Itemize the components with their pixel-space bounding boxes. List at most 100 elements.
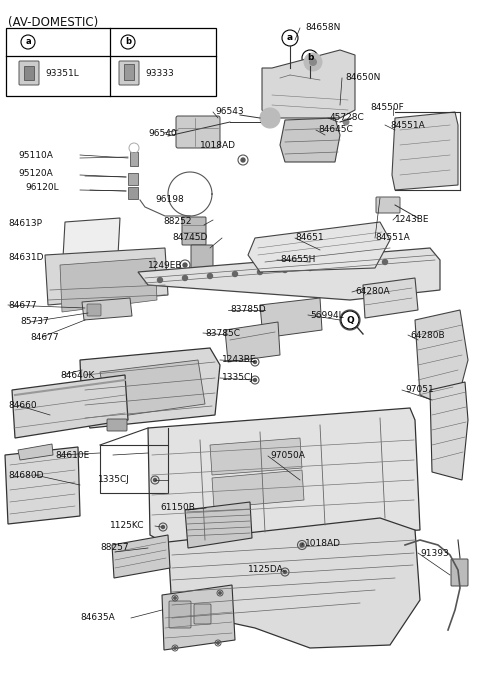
Text: 96120L: 96120L	[25, 184, 59, 192]
Text: 88257: 88257	[100, 544, 129, 552]
Text: 84635A: 84635A	[80, 614, 115, 623]
Text: 96540: 96540	[148, 129, 177, 138]
Text: 84631D: 84631D	[8, 252, 44, 261]
Polygon shape	[18, 444, 53, 460]
Text: 84613P: 84613P	[8, 219, 42, 229]
Circle shape	[383, 259, 387, 264]
Text: 1125DA: 1125DA	[248, 565, 284, 575]
Polygon shape	[392, 112, 458, 190]
Polygon shape	[12, 375, 128, 438]
Polygon shape	[60, 258, 157, 312]
FancyBboxPatch shape	[24, 66, 34, 80]
Text: 56994L: 56994L	[310, 310, 344, 319]
Polygon shape	[212, 470, 304, 508]
Polygon shape	[112, 535, 170, 578]
Text: 64280B: 64280B	[410, 331, 444, 340]
Circle shape	[154, 479, 156, 482]
Text: 97050A: 97050A	[270, 452, 305, 461]
Circle shape	[309, 58, 317, 66]
Text: 1018AD: 1018AD	[305, 538, 341, 547]
FancyBboxPatch shape	[376, 197, 400, 213]
Polygon shape	[63, 218, 120, 258]
Text: a: a	[25, 38, 31, 47]
Circle shape	[260, 108, 280, 128]
Polygon shape	[415, 310, 468, 410]
Circle shape	[343, 119, 349, 126]
Circle shape	[241, 158, 245, 162]
Text: b: b	[307, 54, 313, 62]
Text: 84655H: 84655H	[280, 256, 315, 264]
Polygon shape	[210, 438, 302, 475]
Polygon shape	[162, 585, 235, 650]
Circle shape	[217, 642, 219, 644]
Text: 84680D: 84680D	[8, 470, 44, 480]
Circle shape	[333, 264, 337, 268]
Circle shape	[157, 278, 163, 282]
Polygon shape	[82, 298, 132, 320]
Circle shape	[207, 273, 213, 278]
Circle shape	[304, 53, 322, 71]
Text: 84650N: 84650N	[345, 73, 380, 82]
Polygon shape	[80, 348, 220, 428]
Circle shape	[232, 271, 238, 277]
Polygon shape	[100, 360, 205, 418]
Polygon shape	[148, 408, 420, 545]
Text: 45728C: 45728C	[330, 113, 365, 122]
Polygon shape	[5, 447, 80, 524]
Circle shape	[182, 275, 188, 280]
Text: 84677: 84677	[8, 301, 36, 310]
FancyBboxPatch shape	[124, 64, 134, 80]
Circle shape	[183, 263, 187, 267]
Polygon shape	[248, 222, 390, 272]
Text: 96543: 96543	[215, 108, 244, 117]
Text: 84645C: 84645C	[318, 126, 353, 134]
Text: 1243BE: 1243BE	[395, 215, 430, 224]
FancyBboxPatch shape	[191, 245, 213, 269]
Circle shape	[253, 378, 256, 382]
Polygon shape	[138, 248, 440, 300]
Text: 97051: 97051	[405, 386, 434, 394]
Polygon shape	[45, 248, 168, 305]
Text: a: a	[287, 34, 293, 43]
Text: (AV-DOMESTIC): (AV-DOMESTIC)	[8, 16, 98, 29]
Text: 1018AD: 1018AD	[200, 140, 236, 150]
FancyBboxPatch shape	[119, 61, 139, 85]
Circle shape	[308, 266, 312, 271]
Text: 1249EB: 1249EB	[148, 261, 182, 270]
FancyBboxPatch shape	[194, 604, 211, 624]
FancyBboxPatch shape	[176, 116, 220, 148]
Polygon shape	[262, 50, 355, 118]
Text: 84640K: 84640K	[60, 370, 95, 380]
Polygon shape	[430, 382, 468, 480]
FancyBboxPatch shape	[19, 61, 39, 85]
FancyBboxPatch shape	[6, 28, 216, 96]
Text: 1335CJ: 1335CJ	[98, 475, 130, 484]
Text: 61150B: 61150B	[160, 503, 195, 512]
Text: 85737: 85737	[20, 317, 49, 326]
Text: 93333: 93333	[145, 69, 174, 78]
Text: 84610E: 84610E	[55, 450, 89, 459]
Text: 96198: 96198	[155, 196, 184, 205]
Text: 64280A: 64280A	[355, 287, 390, 296]
Text: 84551A: 84551A	[390, 120, 425, 129]
Circle shape	[219, 592, 221, 594]
Text: Q: Q	[346, 315, 354, 324]
Circle shape	[284, 570, 287, 573]
FancyBboxPatch shape	[130, 152, 138, 166]
FancyBboxPatch shape	[107, 419, 127, 431]
FancyBboxPatch shape	[87, 304, 101, 316]
Text: 93351L: 93351L	[45, 69, 79, 78]
Text: 84550F: 84550F	[370, 103, 404, 113]
Text: 84660: 84660	[8, 401, 36, 410]
Text: 88252: 88252	[163, 217, 192, 226]
Text: 95120A: 95120A	[18, 168, 53, 178]
Circle shape	[253, 361, 256, 363]
Text: 1335CJ: 1335CJ	[222, 373, 254, 382]
FancyBboxPatch shape	[128, 173, 138, 185]
Text: 91393: 91393	[420, 549, 449, 558]
Circle shape	[300, 543, 304, 547]
Text: 84651: 84651	[295, 233, 324, 243]
Polygon shape	[168, 518, 420, 648]
Circle shape	[257, 270, 263, 275]
Circle shape	[174, 647, 176, 649]
